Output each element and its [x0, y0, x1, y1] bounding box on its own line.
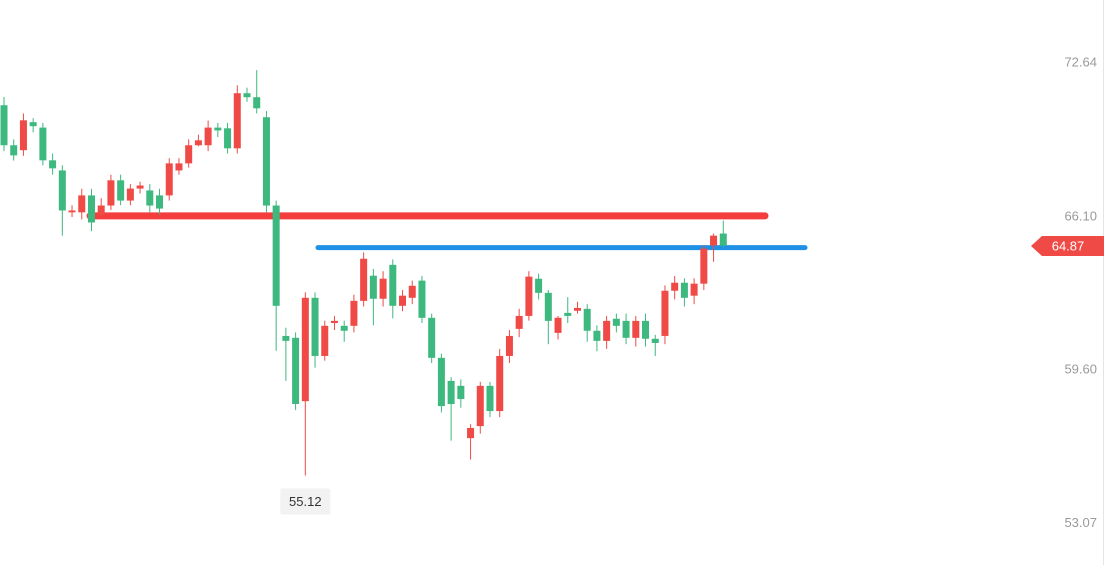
candle-body	[680, 282, 688, 298]
candle-body	[535, 278, 543, 293]
candle-body	[690, 283, 698, 296]
candle-body	[350, 300, 358, 326]
candle-body	[525, 276, 533, 316]
candle-body	[642, 320, 650, 339]
candle-body	[321, 325, 329, 356]
candle-body	[544, 292, 552, 321]
candle-body	[253, 97, 261, 109]
candle-body	[39, 127, 47, 161]
candle-body	[156, 195, 164, 209]
candle-body	[165, 163, 173, 196]
candle-body	[700, 248, 708, 284]
candle-body	[272, 205, 280, 306]
candle-body	[214, 127, 222, 131]
candle-body	[554, 317, 562, 333]
low-annotation-box	[280, 488, 331, 515]
candle-body	[389, 264, 397, 306]
y-tick-label: 66.10	[1064, 208, 1097, 223]
candle-body	[136, 185, 144, 189]
candle-body	[418, 280, 426, 318]
y-tick-label: 72.64	[1064, 55, 1097, 70]
candle-body	[515, 315, 523, 329]
candle-body	[447, 380, 455, 404]
candle-body	[87, 195, 95, 223]
candle-body	[671, 282, 679, 291]
candle-body	[107, 180, 115, 206]
candle-body	[68, 210, 76, 213]
candle-body	[49, 160, 57, 169]
candle-body	[29, 122, 37, 127]
candle-body	[399, 295, 407, 306]
candle-body	[369, 275, 377, 299]
candle-body	[632, 320, 640, 338]
low-annotation: 55.12	[289, 494, 322, 509]
candle-body	[340, 325, 348, 331]
candle-body	[97, 205, 105, 216]
candle-body	[710, 235, 718, 246]
candle-body	[612, 318, 620, 326]
candle-body	[58, 170, 66, 211]
candle-body	[428, 317, 436, 358]
candle-body	[457, 385, 465, 400]
candle-body	[0, 105, 8, 146]
candle-body	[146, 190, 154, 206]
candle-body	[486, 385, 494, 412]
candle-body	[719, 233, 727, 246]
candle-body	[194, 140, 202, 146]
candle-body	[78, 195, 86, 213]
candle-body	[651, 338, 659, 344]
candle-body	[622, 320, 630, 338]
candle-body	[243, 93, 251, 98]
candle-body	[467, 427, 475, 439]
candle-body	[282, 335, 290, 341]
candle-body	[126, 188, 134, 201]
candle-body	[476, 385, 484, 427]
y-tick-label: 59.60	[1064, 362, 1097, 377]
candle-body	[573, 307, 581, 311]
candle-body	[204, 127, 212, 146]
candle-body	[583, 308, 591, 331]
candle-body	[505, 335, 513, 356]
candle-body	[292, 337, 300, 404]
candle-body	[19, 120, 27, 151]
candle-body	[437, 357, 445, 407]
candle-body	[10, 145, 18, 156]
candle-body	[379, 278, 387, 299]
candle-body	[360, 258, 368, 301]
candle-body	[311, 297, 319, 356]
candle-body	[224, 128, 232, 149]
candle-body	[496, 355, 504, 412]
candle-body	[233, 93, 241, 149]
candle-body	[262, 117, 270, 206]
candle-body	[185, 145, 193, 164]
last-price-tag	[1031, 236, 1104, 257]
candle-body	[661, 290, 669, 336]
candle-body	[564, 312, 572, 316]
candle-body	[408, 285, 416, 298]
candle-body	[117, 180, 125, 201]
candle-body	[175, 163, 183, 171]
candle-body	[593, 330, 601, 341]
candle-body	[301, 297, 309, 402]
y-tick-label: 53.07	[1064, 515, 1097, 530]
candle-body	[603, 320, 611, 341]
candle-body	[330, 320, 338, 323]
last-price-label: 64.87	[1052, 238, 1085, 253]
